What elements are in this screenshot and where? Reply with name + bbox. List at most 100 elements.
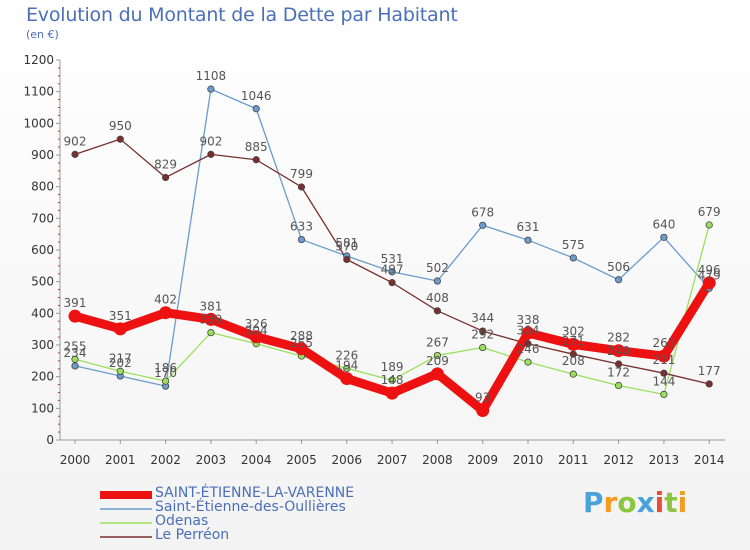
data-point xyxy=(660,390,668,398)
data-point xyxy=(297,183,306,191)
data-label: 304 xyxy=(517,324,540,338)
data-label: 496 xyxy=(698,263,721,277)
logo-letter: r xyxy=(603,486,618,519)
data-point xyxy=(521,326,535,340)
data-point xyxy=(524,236,532,244)
data-point xyxy=(569,370,577,378)
data-label: 581 xyxy=(335,236,358,250)
data-label: 575 xyxy=(562,238,585,252)
data-point xyxy=(116,135,124,143)
data-point xyxy=(295,342,308,356)
logo-letter: t xyxy=(664,486,678,519)
data-label: 255 xyxy=(64,339,87,353)
data-label: 531 xyxy=(381,252,404,266)
data-label: 344 xyxy=(471,311,494,325)
data-label: 292 xyxy=(471,328,494,342)
logo-letter: i xyxy=(654,486,665,519)
legend-swatch xyxy=(100,522,152,524)
legend-swatch xyxy=(100,508,152,510)
data-labels-layer: 234 202 170 1108 1046 633 581 531 502 678 631 575 50… xyxy=(64,69,721,404)
data-label: 302 xyxy=(562,324,585,338)
x-tick-label: 2003 xyxy=(196,453,227,467)
legend: SAINT-ÉTIENNE-LA-VARENNE Saint-Étienne-d… xyxy=(100,485,400,543)
data-point xyxy=(612,344,626,358)
x-tick-label: 2002 xyxy=(150,453,181,467)
legend-item-odenas[interactable]: Odenas xyxy=(100,513,400,529)
data-label: 202 xyxy=(109,356,132,370)
data-label: 186 xyxy=(154,361,177,375)
data-point xyxy=(388,268,396,276)
data-point xyxy=(343,364,351,373)
data-point xyxy=(660,369,668,377)
x-tick-label: 2005 xyxy=(286,453,317,467)
y-tick-label: 800 xyxy=(31,180,54,194)
data-point xyxy=(340,372,354,386)
legend-swatch xyxy=(100,536,152,538)
data-point xyxy=(388,279,396,287)
x-tick-label: 2009 xyxy=(467,453,498,467)
x-tick-label: 2013 xyxy=(649,453,680,467)
data-point xyxy=(252,156,260,164)
data-point xyxy=(614,276,623,284)
x-tick-label: 2008 xyxy=(422,453,453,467)
data-label: 829 xyxy=(154,157,177,171)
data-point xyxy=(385,386,399,400)
data-label: 326 xyxy=(245,317,268,331)
data-point xyxy=(657,349,671,363)
data-point xyxy=(479,327,487,335)
y-tick-label: 100 xyxy=(31,401,54,415)
data-label: 1046 xyxy=(241,89,272,103)
legend-item-saint-etienne-des-oullieres[interactable]: Saint-Étienne-des-Oullières xyxy=(100,499,400,515)
y-tick-label: 600 xyxy=(31,243,54,257)
y-tick-label: 500 xyxy=(31,275,54,289)
data-point xyxy=(660,233,668,241)
data-label: 304 xyxy=(245,324,268,338)
data-point xyxy=(162,173,170,182)
data-point xyxy=(479,343,487,352)
data-label: 799 xyxy=(290,167,313,181)
x-tick-label: 2010 xyxy=(513,453,544,467)
x-tick-label: 2014 xyxy=(694,453,725,467)
data-label: 506 xyxy=(607,260,630,274)
data-label: 144 xyxy=(652,374,675,388)
legend-item-saint-etienne-la-varenne[interactable]: SAINT-ÉTIENNE-LA-VARENNE xyxy=(100,485,400,501)
x-tick-label: 2012 xyxy=(603,453,634,467)
y-tick-label: 700 xyxy=(31,211,54,225)
data-label: 170 xyxy=(154,366,177,380)
data-point xyxy=(433,351,441,360)
data-point xyxy=(430,367,444,381)
data-label: 479 xyxy=(698,268,721,282)
x-tick-label: 2011 xyxy=(558,453,589,467)
data-label: 177 xyxy=(698,364,721,378)
legend-item-le-perreon[interactable]: Le Perréon xyxy=(100,527,400,543)
data-label: 381 xyxy=(199,299,222,313)
data-label: 678 xyxy=(471,205,494,219)
logo-letter: x xyxy=(636,486,655,519)
points-layer xyxy=(68,85,716,418)
data-point xyxy=(71,355,79,363)
data-label: 950 xyxy=(109,119,132,133)
data-point xyxy=(705,221,713,229)
data-point xyxy=(614,360,623,368)
data-label: 408 xyxy=(426,291,449,305)
data-label: 208 xyxy=(562,354,585,368)
data-label: 172 xyxy=(607,366,630,380)
data-label: 502 xyxy=(426,261,449,275)
data-label: 234 xyxy=(64,346,87,360)
data-label: 189 xyxy=(381,360,404,374)
data-label: 211 xyxy=(652,353,675,367)
data-label: 570 xyxy=(335,240,358,254)
data-label: 265 xyxy=(652,336,675,350)
x-tick-label: 2006 xyxy=(332,453,363,467)
legend-label: Saint-Étienne-des-Oullières xyxy=(155,499,346,515)
y-tick-label: 900 xyxy=(31,148,54,162)
logo-letter: P xyxy=(583,486,604,519)
logo-letter: o xyxy=(617,486,637,519)
y-tick-label: 300 xyxy=(31,338,54,352)
data-point xyxy=(297,235,306,244)
logo-letter: i xyxy=(677,486,688,519)
data-point xyxy=(705,380,713,388)
y-tick-label: 0 xyxy=(46,433,54,447)
